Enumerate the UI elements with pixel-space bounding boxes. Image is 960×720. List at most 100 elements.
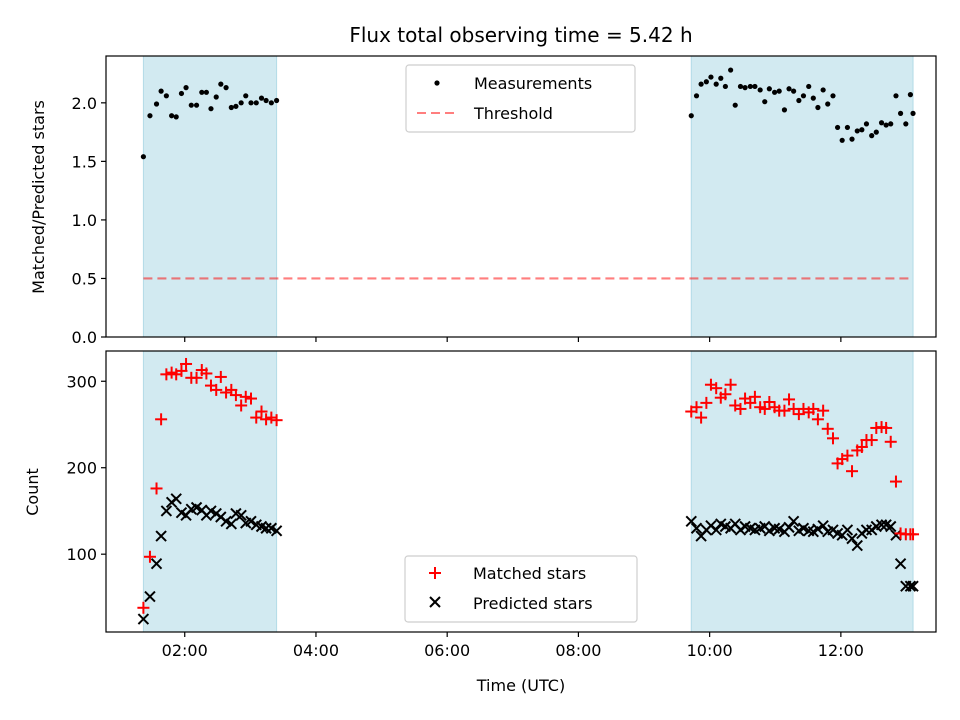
measurement-point [258, 95, 265, 101]
matched-star-point [200, 367, 213, 380]
matched-star-point [143, 550, 156, 563]
bottom-legend: Matched stars Predicted stars [404, 555, 638, 623]
top-y-tick: 1.0 [72, 211, 106, 230]
predicted-star-point [235, 509, 247, 521]
x-tick-label: 10:00 [687, 641, 733, 660]
measurement-point [173, 114, 179, 120]
top-y-tick-label: 0.0 [72, 328, 97, 347]
matched-star-point [807, 402, 820, 415]
measurement-point [888, 121, 894, 127]
bottom-y-axis-label: Count [23, 468, 42, 516]
measurement-point [844, 124, 851, 131]
predicted-star-point [685, 515, 697, 528]
measurement-point [781, 107, 788, 113]
top-y-tick: 0.5 [72, 269, 106, 288]
top-legend-box [405, 64, 636, 133]
bottom-x-tick: 02:00 [162, 632, 208, 660]
measurement-point [863, 121, 870, 127]
measurement-point [878, 120, 885, 126]
matched-star-point [884, 435, 897, 448]
measurement-point [776, 88, 782, 94]
measurement-point [859, 127, 865, 133]
predicted-star-point [885, 520, 897, 533]
bottom-x-ticks: 02:00 04:00 06:00 08:00 10:00 12:00 [162, 632, 864, 660]
measurement-point [786, 86, 792, 92]
matched-star-point [137, 601, 150, 614]
matched-star-point [255, 405, 268, 418]
measurement-point [268, 100, 274, 106]
matched-star-point [190, 371, 203, 384]
bottom-y-tick-label: 100 [66, 545, 97, 564]
matched-star-point [235, 399, 248, 412]
bottom-axes-frame [105, 350, 937, 633]
bottom-y-ticks: 100 200 300 [66, 372, 106, 564]
measurement-point [208, 106, 214, 112]
bottom-x-tick: 04:00 [293, 632, 339, 660]
predicted-star-point [890, 529, 902, 541]
predicted-star-point [710, 524, 722, 536]
matched-star-point [175, 364, 188, 377]
bottom-y-tick-label: 300 [66, 372, 97, 391]
matched-star-point [695, 411, 708, 424]
measurement-point [213, 94, 219, 100]
measurement-point [188, 102, 194, 108]
x-tick-label: 08:00 [555, 641, 601, 660]
x-tick-label: 04:00 [293, 641, 339, 660]
chart-title: Flux total observing time = 5.42 h [349, 23, 692, 47]
measurement-point [810, 95, 816, 101]
matched-star-point [783, 393, 796, 406]
matched-star-point [744, 396, 757, 409]
top-y-tick-label: 1.5 [72, 152, 97, 171]
measurement-point [815, 104, 821, 111]
measurement-point [713, 81, 719, 87]
matched-star-point [734, 402, 747, 415]
x-tick-label: 02:00 [162, 641, 208, 660]
predicted-star-point [225, 518, 238, 530]
matched-star-point [865, 434, 878, 447]
matched-star-point [700, 396, 713, 409]
measurement-point [873, 129, 879, 135]
predicted-star-point [260, 522, 272, 534]
matched-star-point [250, 411, 263, 424]
measurement-point [147, 113, 153, 119]
matched-star-point [748, 390, 761, 403]
matched-star-point [155, 413, 168, 426]
measurement-point [253, 100, 259, 106]
measurement-point [737, 83, 744, 90]
measurement-point [766, 86, 772, 92]
matched-star-point [265, 411, 278, 424]
predicted-star-point [907, 580, 919, 592]
measurement-point [178, 90, 185, 97]
matched-star-point [778, 404, 791, 417]
measurement-point [233, 103, 239, 109]
legend-threshold-label: Threshold [473, 104, 553, 123]
measurement-point [854, 128, 860, 134]
measurement-point [910, 110, 916, 116]
shaded-interval-0 [142, 350, 278, 633]
predicted-star-point [787, 515, 800, 528]
matched-star-point [763, 396, 776, 409]
legend-predicted-marker [429, 596, 441, 608]
measurement-point [703, 79, 709, 85]
measurement-point [825, 101, 831, 107]
top-legend: Measurements Threshold [405, 64, 636, 133]
measurement-point [893, 93, 899, 99]
predicted-star-point [817, 519, 829, 532]
predicted-star-point [170, 493, 182, 505]
legend-matched-label: Matched stars [473, 564, 586, 583]
measurement-point [183, 85, 189, 91]
measurement-point [158, 88, 164, 94]
measurement-point [830, 93, 836, 99]
measurement-point [688, 113, 694, 119]
legend-measurements-marker [434, 80, 440, 86]
top-axes-frame [105, 55, 937, 338]
predicted-stars-points [137, 493, 919, 625]
predicted-star-point [245, 515, 257, 528]
measurement-point [223, 85, 229, 91]
measurement-point [228, 104, 234, 111]
predicted-star-point [160, 505, 173, 517]
matched-star-point [719, 388, 732, 401]
matched-star-point [150, 482, 163, 495]
measurement-point [698, 81, 704, 87]
